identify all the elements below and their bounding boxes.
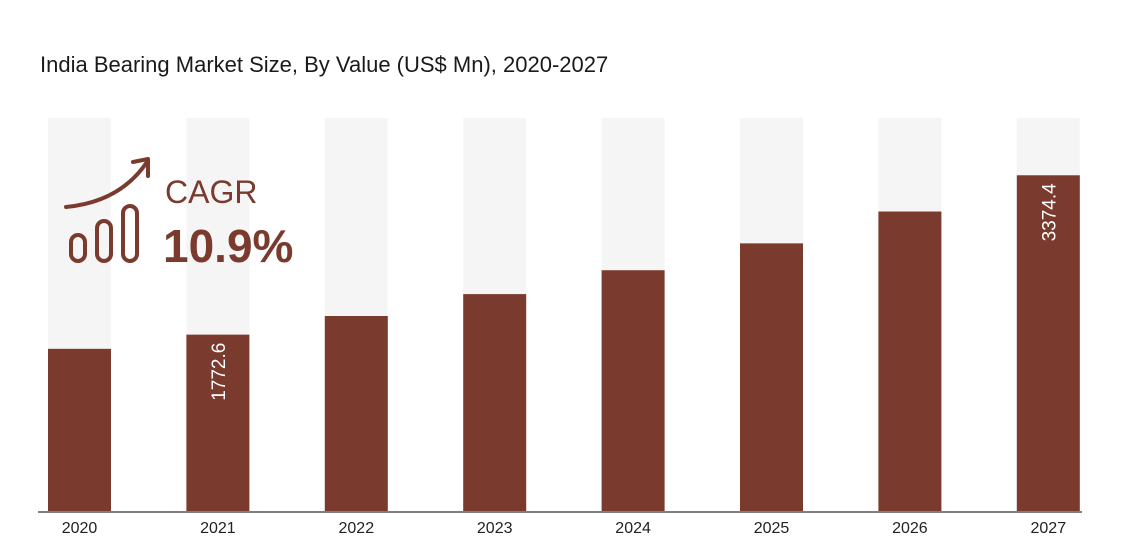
data-labels: 1772.6 3374.4 xyxy=(209,183,1060,401)
bar-2025 xyxy=(740,243,803,511)
chart-title: India Bearing Market Size, By Value (US$… xyxy=(40,52,608,77)
x-tick-label-2020: 2020 xyxy=(62,520,98,537)
bar-2022 xyxy=(324,315,388,511)
bar-2020 xyxy=(48,348,111,511)
cagr-value: 10.9% xyxy=(163,220,293,272)
x-tick-label-2025: 2025 xyxy=(754,520,790,537)
bars xyxy=(48,175,1080,511)
x-axis-ticks: 2020 2021 2022 2023 2024 2025 2026 2027 xyxy=(62,520,1066,537)
bar-2023 xyxy=(463,294,527,511)
growth-bars-arrow-icon xyxy=(64,157,150,263)
cagr-label: CAGR xyxy=(165,174,257,210)
data-label-2027: 3374.4 xyxy=(1039,183,1060,242)
bar-2026 xyxy=(878,211,942,511)
bar-2024 xyxy=(601,270,665,511)
bar-2021 xyxy=(186,334,250,511)
x-tick-label-2022: 2022 xyxy=(339,520,375,537)
x-tick-label-2021: 2021 xyxy=(200,520,236,537)
x-tick-label-2026: 2026 xyxy=(892,520,928,537)
cagr-annotation: CAGR 10.9% xyxy=(64,157,293,272)
bar-2027 xyxy=(1016,175,1080,511)
data-label-2021: 1772.6 xyxy=(209,343,230,401)
x-tick-label-2024: 2024 xyxy=(615,520,651,537)
x-tick-label-2023: 2023 xyxy=(477,520,513,537)
x-tick-label-2027: 2027 xyxy=(1031,520,1067,537)
